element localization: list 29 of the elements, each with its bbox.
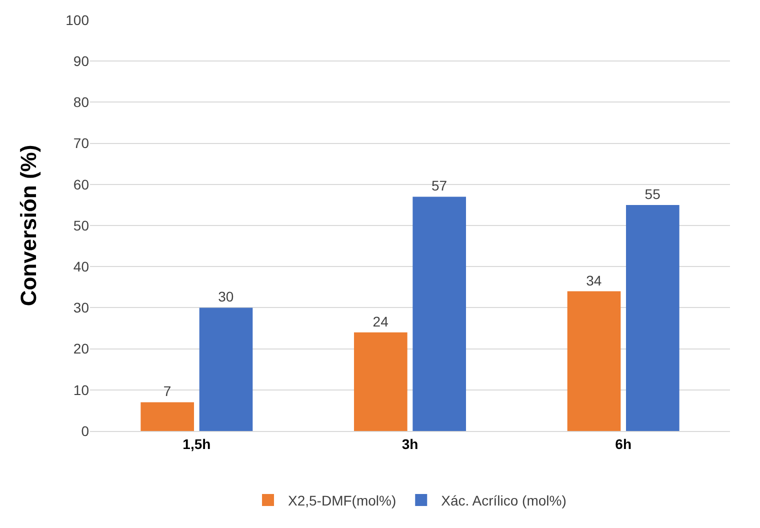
y-tick-label: 70 xyxy=(73,135,90,152)
data-label: 55 xyxy=(644,186,661,202)
y-tick-label: 90 xyxy=(73,53,90,69)
x-tick-label: 1,5h xyxy=(182,436,211,452)
y-tick-label: 50 xyxy=(73,217,90,234)
x-tick-label: 3h xyxy=(402,436,418,452)
data-label: 57 xyxy=(431,178,448,194)
bar xyxy=(199,308,253,431)
bar xyxy=(140,402,194,431)
legend-label: X2,5-DMF(mol%) xyxy=(288,492,396,508)
data-label: 7 xyxy=(163,383,172,400)
y-tick-label: 20 xyxy=(73,340,90,357)
x-tick-label: 6h xyxy=(615,436,632,452)
bar xyxy=(626,204,680,431)
data-label: 34 xyxy=(586,272,602,288)
y-tick-label: 80 xyxy=(73,94,90,110)
y-tick-label: 10 xyxy=(73,382,90,398)
y-tick-label: 0 xyxy=(81,422,90,439)
bar xyxy=(354,332,408,431)
bar xyxy=(412,196,466,431)
y-axis-title: Conversión (%) xyxy=(16,144,41,306)
y-tick-label: 30 xyxy=(73,300,90,316)
y-tick-label: 40 xyxy=(73,258,90,274)
bar xyxy=(567,291,621,431)
y-tick-label: 60 xyxy=(73,176,90,192)
data-label: 30 xyxy=(218,288,234,305)
y-tick-label: 100 xyxy=(66,12,90,28)
legend-label: Xác. Acrílico (mol%) xyxy=(441,492,566,508)
data-label: 24 xyxy=(372,313,389,330)
